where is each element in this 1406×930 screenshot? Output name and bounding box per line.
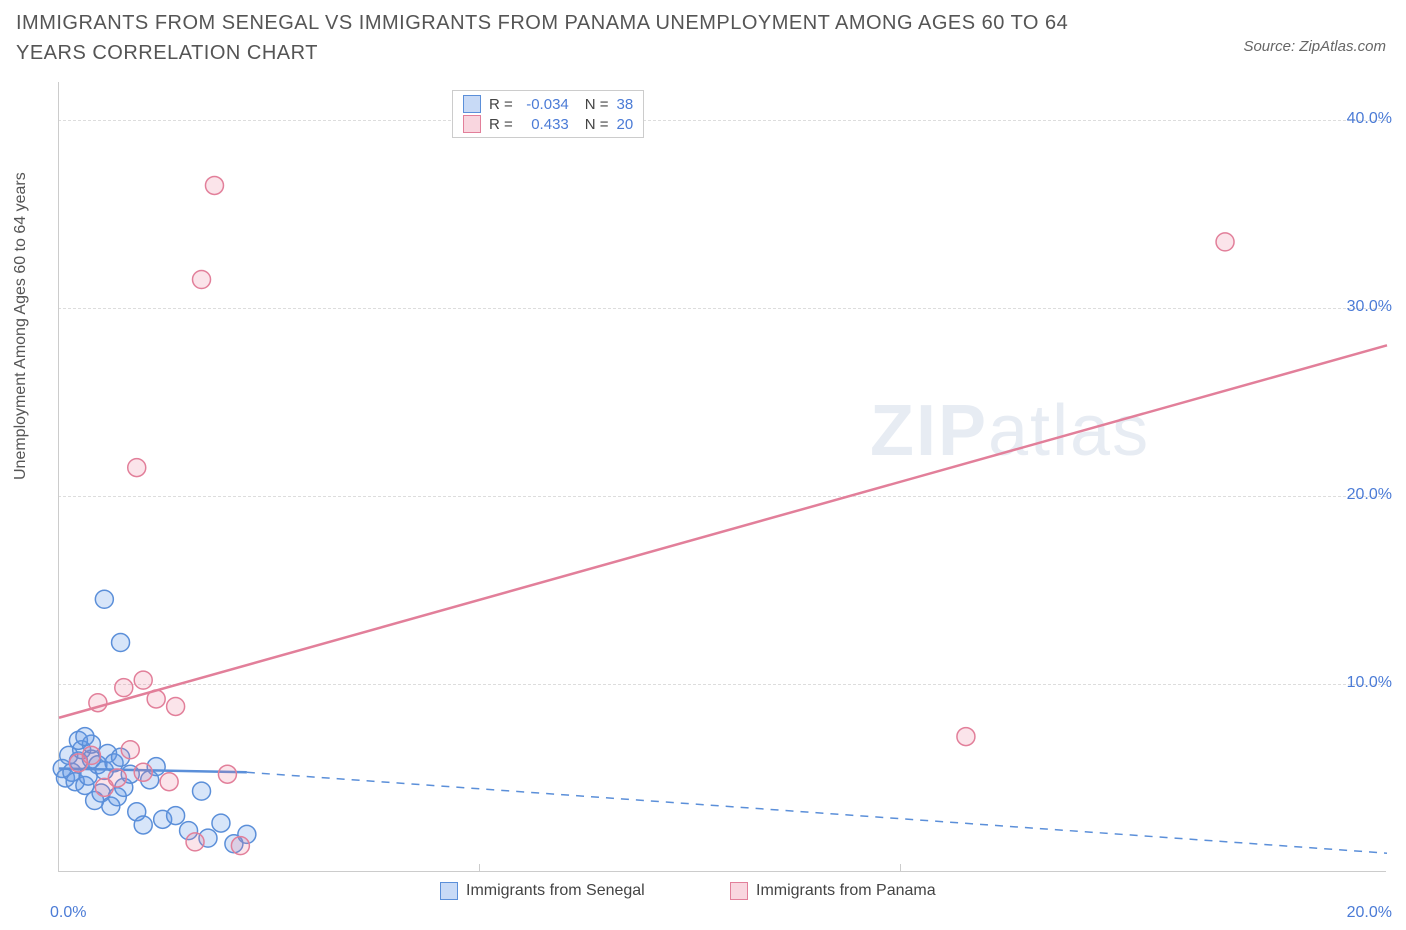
data-point bbox=[193, 271, 211, 289]
stats-legend-row: R = 0.433 N = 20 bbox=[463, 115, 633, 133]
data-point bbox=[212, 814, 230, 832]
data-point bbox=[205, 176, 223, 194]
trend-line bbox=[59, 345, 1387, 717]
series-label: Immigrants from Panama bbox=[756, 882, 936, 900]
r-value: 0.433 bbox=[521, 116, 569, 133]
chart-title: IMMIGRANTS FROM SENEGAL VS IMMIGRANTS FR… bbox=[16, 8, 1116, 68]
legend-swatch-panama bbox=[463, 115, 481, 133]
legend-swatch-senegal bbox=[463, 95, 481, 113]
n-value: 38 bbox=[617, 96, 634, 113]
data-point bbox=[1216, 233, 1234, 251]
data-point bbox=[115, 679, 133, 697]
r-label: R = bbox=[489, 116, 513, 133]
stats-legend-row: R = -0.034 N = 38 bbox=[463, 95, 633, 113]
trend-line-extrapolated bbox=[247, 772, 1387, 853]
chart-container: IMMIGRANTS FROM SENEGAL VS IMMIGRANTS FR… bbox=[0, 0, 1406, 930]
data-point bbox=[108, 769, 126, 787]
data-point bbox=[134, 763, 152, 781]
data-point bbox=[186, 833, 204, 851]
data-point bbox=[218, 765, 236, 783]
plot-area bbox=[58, 82, 1386, 872]
data-point bbox=[193, 782, 211, 800]
data-point bbox=[121, 741, 139, 759]
n-label: N = bbox=[585, 116, 609, 133]
data-point bbox=[76, 728, 94, 746]
data-point bbox=[167, 807, 185, 825]
r-label: R = bbox=[489, 96, 513, 113]
scatter-svg bbox=[59, 82, 1386, 871]
data-point bbox=[160, 773, 178, 791]
source-attribution: Source: ZipAtlas.com bbox=[1243, 38, 1386, 55]
data-point bbox=[82, 746, 100, 764]
data-point bbox=[957, 728, 975, 746]
x-tick-label: 20.0% bbox=[1347, 904, 1392, 922]
series-legend-panama: Immigrants from Panama bbox=[730, 882, 936, 900]
data-point bbox=[134, 816, 152, 834]
data-point bbox=[167, 697, 185, 715]
series-label: Immigrants from Senegal bbox=[466, 882, 645, 900]
legend-swatch-senegal bbox=[440, 882, 458, 900]
stats-legend: R = -0.034 N = 38 R = 0.433 N = 20 bbox=[452, 90, 644, 138]
data-point bbox=[95, 590, 113, 608]
data-point bbox=[231, 837, 249, 855]
data-point bbox=[128, 459, 146, 477]
data-point bbox=[112, 634, 130, 652]
legend-swatch-panama bbox=[730, 882, 748, 900]
series-legend-senegal: Immigrants from Senegal bbox=[440, 882, 645, 900]
n-label: N = bbox=[585, 96, 609, 113]
r-value: -0.034 bbox=[521, 96, 569, 113]
data-point bbox=[134, 671, 152, 689]
y-axis-label: Unemployment Among Ages 60 to 64 years bbox=[12, 172, 30, 480]
x-tick-label: 0.0% bbox=[50, 904, 86, 922]
n-value: 20 bbox=[617, 116, 634, 133]
